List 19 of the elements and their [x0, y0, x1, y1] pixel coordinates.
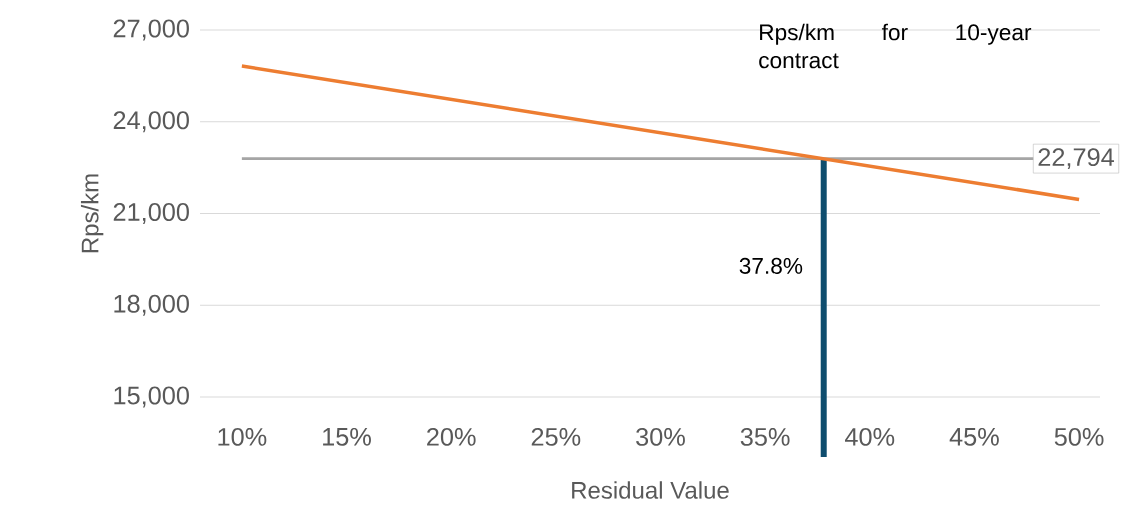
- x-tick-label: 10%: [218, 427, 267, 446]
- x-tick-label: 30%: [636, 427, 685, 446]
- x-tick-label: 40%: [845, 427, 895, 446]
- y-tick-label: 21,000: [113, 203, 189, 224]
- ref-line-label: 37.8%: [739, 257, 803, 274]
- y-tick-label: 27,000: [113, 19, 189, 41]
- x-tick-label: 45%: [949, 427, 999, 446]
- annotation: Rps/km for 10-year contract: [759, 23, 1032, 69]
- y-tick-label: 15,000: [114, 386, 189, 408]
- x-axis-title: Residual Value: [572, 481, 729, 499]
- x-tick-label: 20%: [427, 427, 476, 446]
- x-tick-label: 15%: [323, 427, 371, 446]
- x-tick-label: 50%: [1054, 427, 1104, 446]
- y-tick-label: 24,000: [113, 111, 189, 133]
- y-tick-label: 18,000: [114, 294, 189, 316]
- y-axis-title: Rps/km: [80, 174, 104, 253]
- x-tick-label: 25%: [531, 427, 581, 446]
- x-tick-label: 35%: [740, 427, 790, 446]
- ref-line-label: 22,794: [1038, 148, 1115, 170]
